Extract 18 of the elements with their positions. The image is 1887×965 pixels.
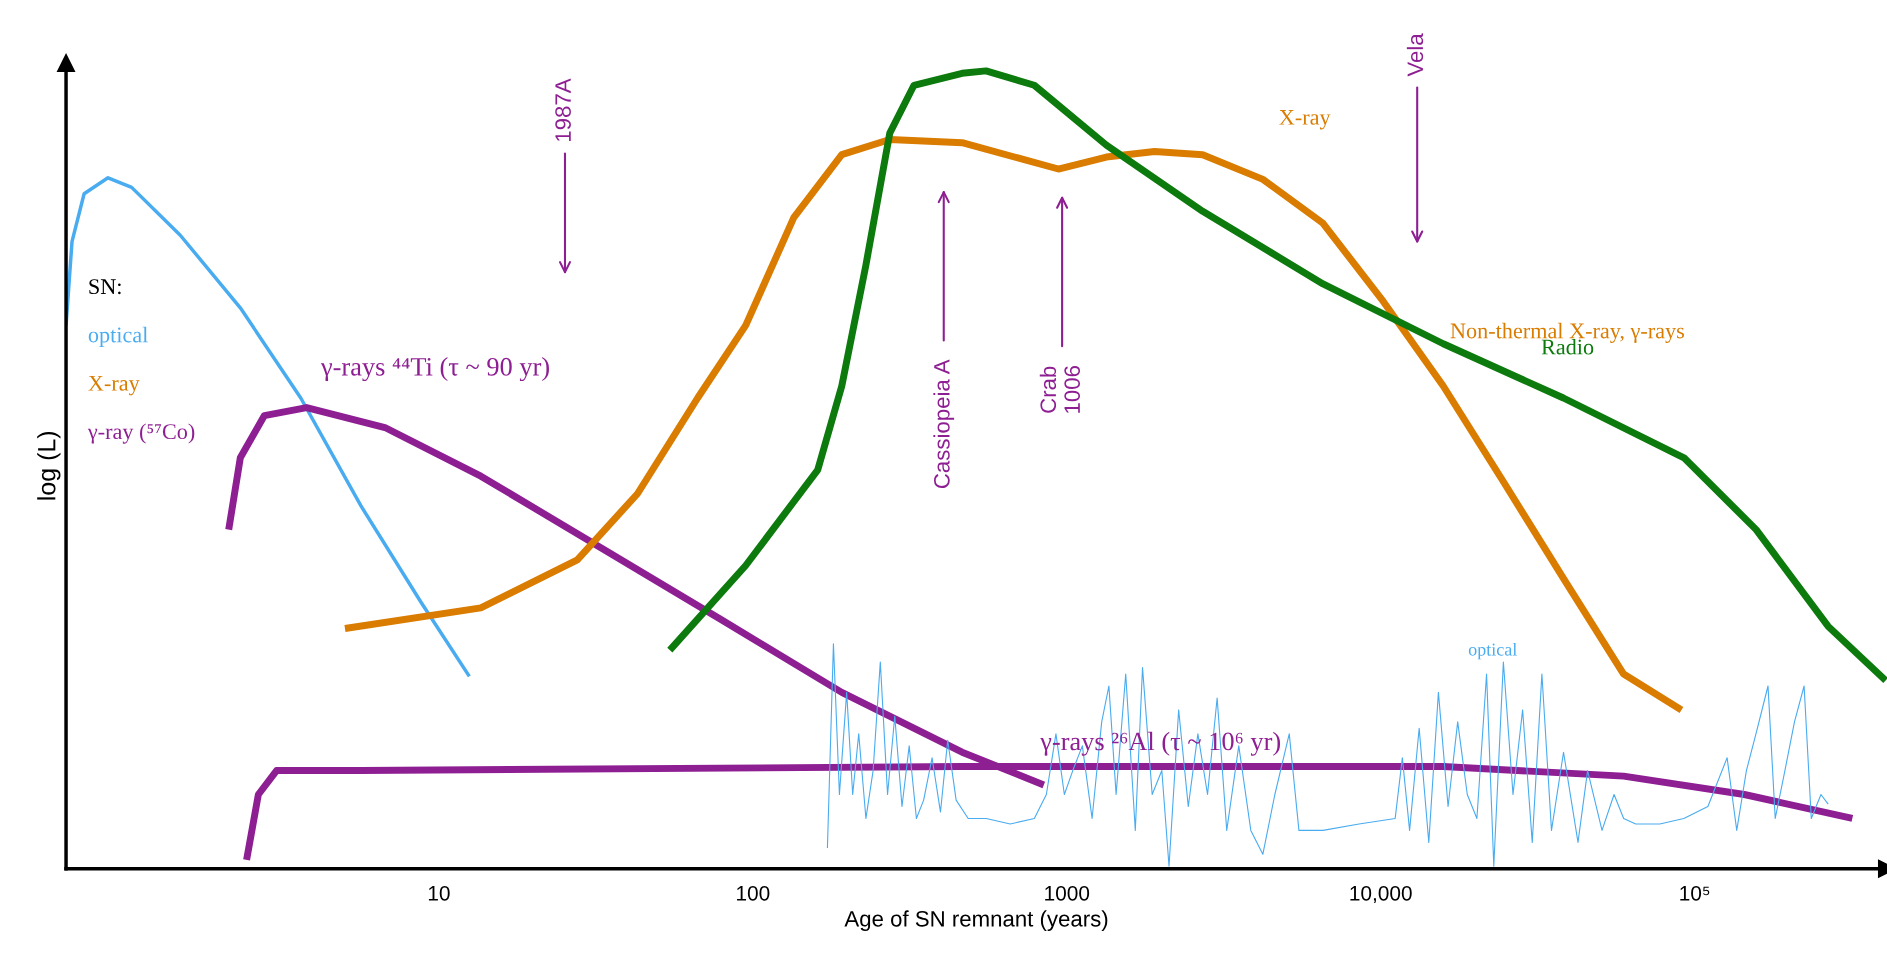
annotation: Cassiopeia A xyxy=(933,359,955,489)
annotation: SN: xyxy=(89,279,121,295)
annotation: 1987A xyxy=(555,78,571,141)
text: X-ray xyxy=(1279,110,1331,130)
annotation: γ-ray (⁵⁷Co) xyxy=(87,423,195,444)
annotation: Vela xyxy=(1406,33,1424,77)
x-tick-label: 10,000 xyxy=(1350,885,1412,904)
series-label: optical xyxy=(88,326,148,347)
x-axis-title: Age of SN remnant (years) xyxy=(844,910,1108,932)
series-label: optical xyxy=(1468,642,1517,660)
x-tick-label: 1000 xyxy=(1045,885,1090,901)
series-label: γ-rays ⁴⁴Ti (τ ~ 90 yr) xyxy=(320,357,549,382)
x-tick-label: 10 xyxy=(428,885,450,901)
x-tick-label: 100 xyxy=(737,885,770,901)
x-tick-label: 10⁵ xyxy=(1680,885,1710,901)
annotation: Crab 1006 xyxy=(1039,366,1081,413)
annotation: X-ray xyxy=(88,375,140,396)
y-axis-title: log (L) xyxy=(37,431,61,500)
